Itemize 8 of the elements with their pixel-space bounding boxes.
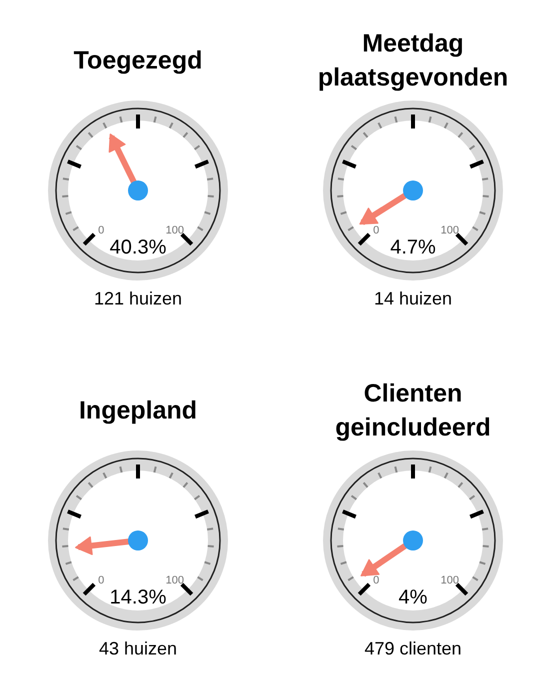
text: Clienten geincludeerd bbox=[335, 380, 491, 442]
text: Toegezegd bbox=[74, 46, 202, 74]
text: 43 huizen bbox=[98, 638, 178, 658]
text: 14 huizen bbox=[374, 288, 452, 308]
text: 121 huizen bbox=[94, 288, 182, 308]
text: 479 clienten bbox=[364, 638, 462, 658]
text: Ingepland bbox=[78, 396, 198, 424]
text: Meetdag plaatsgevonden bbox=[318, 30, 508, 92]
